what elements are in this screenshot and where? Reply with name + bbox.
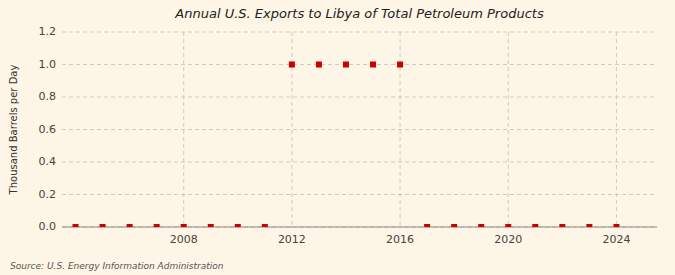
y-grid-line	[62, 64, 657, 65]
y-tick-label: 0.8	[39, 90, 57, 103]
point	[532, 224, 538, 227]
y-grid-line	[62, 32, 657, 33]
grid	[62, 32, 657, 227]
x-tick-label: 2012	[278, 233, 306, 246]
x-grid-line	[616, 32, 617, 227]
y-grid-line	[62, 194, 657, 195]
x-tick-label: 2008	[170, 233, 198, 246]
x-tick-label: 2024	[602, 233, 630, 246]
y-tick-label: 0.6	[39, 123, 57, 136]
x-grid-line	[183, 32, 184, 227]
y-axis-label: Thousand Barrels per Day	[8, 65, 19, 196]
point	[208, 224, 214, 227]
x-tick-label: 2016	[386, 233, 414, 246]
x-grid-line	[291, 32, 292, 227]
y-tick-label: 1.0	[39, 58, 57, 71]
chart: 0.0 0.2 0.4 0.6 0.8 1.0 1.2 2008 2012 2016 2020 202…	[0, 0, 675, 275]
point	[235, 224, 241, 227]
point	[613, 224, 619, 227]
title: Annual U.S. Exports to Libya of Total Pe…	[174, 6, 544, 21]
source-note: Source: U.S. Energy Information Administ…	[10, 261, 224, 271]
y-grid-line	[62, 97, 657, 98]
point	[73, 224, 79, 227]
point	[289, 62, 295, 68]
point	[262, 224, 268, 227]
point	[343, 62, 349, 68]
point	[559, 224, 565, 227]
x-grid-line	[400, 32, 401, 227]
y-grid-line	[62, 227, 657, 228]
point	[316, 62, 322, 68]
y-grid-line	[62, 162, 657, 163]
y-tick-label: 0.0	[39, 220, 57, 233]
y-grid-line	[62, 129, 657, 130]
point	[424, 224, 430, 227]
marks	[73, 62, 620, 228]
x-axis-line	[62, 227, 657, 228]
y-tick-label: 0.4	[39, 155, 57, 168]
point	[181, 224, 187, 227]
point	[127, 224, 133, 227]
x-tick-label: 2020	[494, 233, 522, 246]
y-tick-label: 1.2	[39, 25, 57, 38]
point	[100, 224, 106, 227]
x-grid-line	[508, 32, 509, 227]
point	[478, 224, 484, 227]
point	[154, 224, 160, 227]
point	[586, 224, 592, 227]
y-tick-label: 0.2	[39, 188, 57, 201]
point	[451, 224, 457, 227]
point	[370, 62, 376, 68]
point	[505, 224, 511, 227]
point	[397, 62, 403, 68]
